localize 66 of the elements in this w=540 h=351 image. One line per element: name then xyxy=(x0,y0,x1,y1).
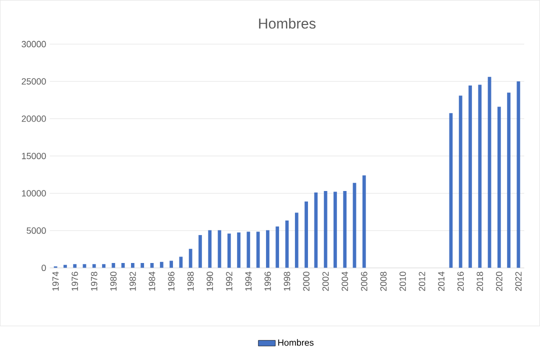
y-tick-label: 30000 xyxy=(22,40,46,48)
bar xyxy=(198,234,202,268)
bar xyxy=(497,106,501,268)
x-tick-label: 2000 xyxy=(303,272,310,291)
x-tick-label: 2004 xyxy=(342,272,348,291)
y-tick-label: 10000 xyxy=(22,190,46,196)
x-tick-label: 1994 xyxy=(245,272,252,291)
bar xyxy=(334,192,337,268)
y-tick-label: 5000 xyxy=(26,227,46,234)
x-tick-label: 2006 xyxy=(360,272,368,291)
x-tick-label: 2012 xyxy=(418,272,426,291)
bar xyxy=(188,248,192,268)
y-tick-label: 0 xyxy=(42,264,46,271)
x-tick-label: 1996 xyxy=(264,272,271,291)
x-tick-label: 2020 xyxy=(496,272,502,291)
x-tick-label: 2010 xyxy=(400,272,406,291)
bar xyxy=(227,233,231,268)
bar xyxy=(324,190,328,268)
bar xyxy=(170,260,173,268)
bar xyxy=(246,232,250,268)
bar xyxy=(140,262,144,268)
x-tick-label: 2018 xyxy=(476,272,484,291)
bar xyxy=(468,85,472,268)
bar xyxy=(208,230,212,268)
bar xyxy=(179,256,183,268)
x-tick-label: 1990 xyxy=(206,272,214,291)
y-tick-label: 15000 xyxy=(22,152,46,160)
bar xyxy=(266,230,270,268)
bar xyxy=(276,226,280,268)
x-tick-label: 2014 xyxy=(438,272,444,291)
bar xyxy=(112,262,116,268)
bar xyxy=(507,92,510,268)
x-tick-label: 2002 xyxy=(322,272,329,291)
x-tick-label: 2016 xyxy=(457,272,464,291)
x-tick-label: 2008 xyxy=(380,272,387,291)
x-tick-label: 1980 xyxy=(110,272,117,291)
bar xyxy=(449,113,453,268)
bar xyxy=(121,262,125,268)
legend-label: Hombres xyxy=(278,339,314,346)
x-tick-label: 1988 xyxy=(187,272,194,291)
bar xyxy=(314,192,318,268)
x-tick-label: 1976 xyxy=(72,272,78,291)
bar xyxy=(256,232,260,268)
bar xyxy=(131,262,134,268)
bar xyxy=(458,95,462,268)
x-tick-label: 1998 xyxy=(284,272,290,291)
bar xyxy=(73,264,77,268)
bar xyxy=(294,212,298,268)
bar xyxy=(304,201,308,268)
x-tick-label: 1992 xyxy=(226,272,232,291)
y-tick-label: 25000 xyxy=(22,78,46,84)
bar xyxy=(102,264,106,268)
bar xyxy=(237,232,240,268)
bar xyxy=(362,175,366,268)
x-tick-label: 1978 xyxy=(90,272,98,291)
bar xyxy=(478,84,482,268)
x-tick-label: 1974 xyxy=(52,272,59,291)
bar xyxy=(160,262,164,268)
chart-title: Hombres xyxy=(259,18,316,29)
x-tick-label: 1982 xyxy=(130,272,136,291)
bar xyxy=(343,190,347,268)
y-tick-label: 20000 xyxy=(22,115,46,122)
bar xyxy=(92,264,96,268)
x-tick-label: 1984 xyxy=(148,272,156,291)
x-tick-label: 1986 xyxy=(168,272,174,291)
x-tick-label: 2022 xyxy=(515,272,522,291)
